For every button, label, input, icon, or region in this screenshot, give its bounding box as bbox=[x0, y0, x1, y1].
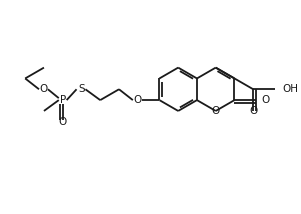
Text: OH: OH bbox=[283, 84, 299, 94]
Text: P: P bbox=[60, 95, 66, 105]
Text: O: O bbox=[134, 95, 142, 105]
Text: O: O bbox=[261, 95, 269, 105]
Text: O: O bbox=[40, 84, 48, 94]
Text: O: O bbox=[59, 117, 67, 127]
Text: O: O bbox=[212, 106, 220, 116]
Text: O: O bbox=[249, 106, 257, 116]
Text: S: S bbox=[78, 84, 85, 94]
